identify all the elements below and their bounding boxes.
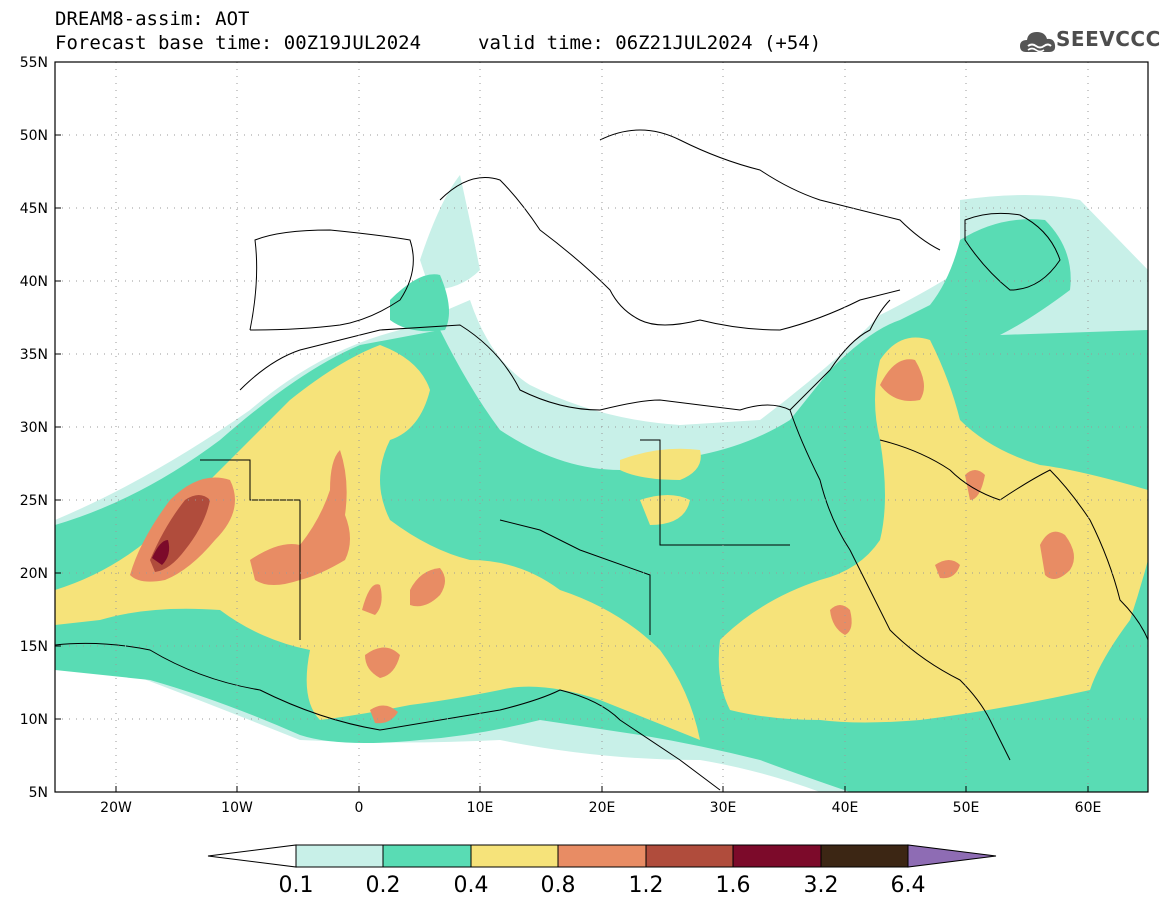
colorbar-segment bbox=[295, 844, 384, 868]
colorbar-label: 0.8 bbox=[541, 873, 576, 898]
valid-time: valid time: 06Z21JUL2024 (+54) bbox=[478, 32, 822, 54]
lon-tick-label: 10W bbox=[221, 800, 253, 816]
lat-tick-label: 50N bbox=[20, 128, 48, 144]
lat-tick-label: 25N bbox=[20, 493, 48, 509]
colorbar-segment bbox=[470, 844, 559, 868]
colorbar-segment bbox=[645, 844, 734, 868]
colorbar bbox=[207, 844, 997, 868]
aot-level-0.8-mali bbox=[250, 450, 350, 585]
aot-level-0.8-iraq bbox=[880, 359, 924, 401]
colorbar-label: 3.2 bbox=[804, 873, 839, 898]
lon-tick-labels: 20W 10W 0 10E 20E 30E 40E 50E 60E bbox=[100, 800, 1101, 816]
colorbar-segment bbox=[732, 844, 822, 868]
aot-level-0.4-west bbox=[55, 345, 700, 740]
lon-tick-label: 20W bbox=[100, 800, 132, 816]
colorbar-label: 6.4 bbox=[891, 873, 926, 898]
lon-tick-label: 60E bbox=[1075, 800, 1102, 816]
forecast-base-time: Forecast base time: 00Z19JUL2024 bbox=[55, 32, 422, 54]
lon-tick-label: 20E bbox=[589, 800, 616, 816]
aot-level-1.6 bbox=[152, 540, 170, 565]
cloud-icon bbox=[1020, 32, 1056, 53]
colorbar-label: 0.2 bbox=[366, 873, 401, 898]
colorbar-segment-over bbox=[907, 844, 997, 868]
aot-level-0.1-north bbox=[420, 175, 480, 290]
aot-level-0.8-niger bbox=[410, 568, 445, 607]
lat-tick-labels: 5N 10N 15N 20N 25N 30N 35N 40N 45N 50N 5… bbox=[20, 55, 48, 801]
colorbar-segment-under bbox=[207, 844, 297, 868]
aot-level-0.8-eritrea bbox=[830, 605, 852, 635]
aot-fields bbox=[55, 175, 1148, 792]
lat-tick-label: 10N bbox=[20, 712, 48, 728]
colorbar-label: 0.1 bbox=[279, 873, 314, 898]
aot-level-0.8-oman bbox=[1040, 531, 1074, 579]
lon-tick-label: 40E bbox=[832, 800, 859, 816]
coastlines bbox=[55, 129, 1148, 791]
lat-tick-label: 5N bbox=[29, 785, 48, 801]
lon-tick-label: 0 bbox=[355, 800, 364, 816]
lon-tick-label: 30E bbox=[710, 800, 737, 816]
map-title: DREAM8-assim: AOT bbox=[55, 8, 250, 30]
aot-level-0.2-west-med bbox=[390, 274, 449, 332]
lat-tick-label: 40N bbox=[20, 274, 48, 290]
lat-tick-label: 45N bbox=[20, 201, 48, 217]
colorbar-segment bbox=[557, 844, 647, 868]
colorbar-segment bbox=[820, 844, 909, 868]
lat-tick-label: 30N bbox=[20, 420, 48, 436]
axis-ticks bbox=[55, 134, 1089, 792]
lon-tick-label: 10E bbox=[467, 800, 494, 816]
lat-tick-label: 55N bbox=[20, 55, 48, 71]
lon-tick-label: 50E bbox=[953, 800, 980, 816]
colorbar-label: 0.4 bbox=[454, 873, 489, 898]
seevccc-logo bbox=[1020, 32, 1056, 53]
graticule bbox=[55, 62, 1148, 792]
colorbar-labels: 0.1 0.2 0.4 0.8 1.2 1.6 3.2 6.4 bbox=[279, 873, 926, 898]
colorbar-segment bbox=[382, 844, 472, 868]
aot-level-0.8-burkina bbox=[365, 647, 400, 678]
colorbar-label: 1.2 bbox=[629, 873, 664, 898]
aot-level-0.8-uae bbox=[965, 470, 985, 500]
aot-level-0.4-egypt bbox=[640, 495, 690, 525]
aot-level-0.8-saudi bbox=[935, 560, 960, 579]
lat-tick-label: 15N bbox=[20, 639, 48, 655]
logo-text: SEEVCCC bbox=[1056, 27, 1161, 51]
lat-tick-label: 20N bbox=[20, 566, 48, 582]
colorbar-label: 1.6 bbox=[716, 873, 751, 898]
aot-level-0.4-east bbox=[718, 337, 1148, 723]
aot-level-0.8-mali-south bbox=[362, 584, 382, 615]
lat-tick-label: 35N bbox=[20, 347, 48, 363]
